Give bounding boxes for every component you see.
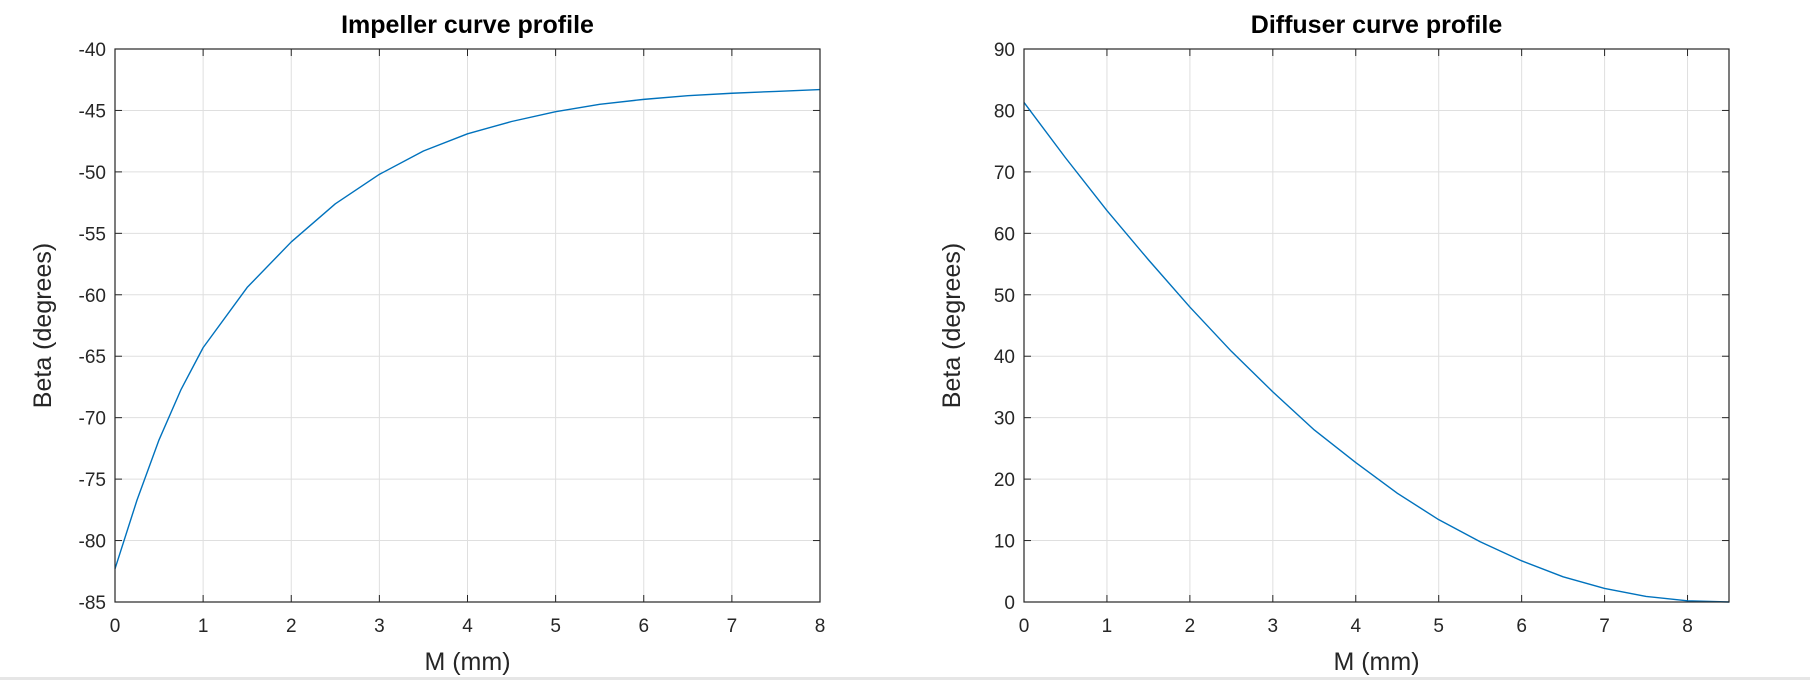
- x-axis-label: M (mm): [1333, 648, 1419, 676]
- y-tick-label: -40: [79, 40, 106, 61]
- y-tick-label: -70: [79, 409, 106, 430]
- x-tick-label: 6: [638, 616, 649, 637]
- series-line: [1023, 102, 1730, 603]
- x-tick-label: 7: [1599, 616, 1610, 637]
- x-tick-label: 8: [1682, 616, 1693, 637]
- y-tick-label: 40: [994, 347, 1015, 368]
- y-tick-label: 20: [994, 470, 1015, 491]
- y-tick-label: -65: [79, 347, 106, 368]
- y-axis-label: Beta (degrees): [29, 243, 57, 408]
- y-tick-label: -80: [79, 532, 106, 553]
- x-tick-label: 2: [1185, 616, 1196, 637]
- y-tick-label: 60: [994, 224, 1015, 245]
- y-tick-label: 30: [994, 409, 1015, 430]
- x-tick-label: 1: [198, 616, 209, 637]
- chart-title: Impeller curve profile: [341, 11, 594, 39]
- y-tick-label: -75: [79, 470, 106, 491]
- y-tick-label: 10: [994, 532, 1015, 553]
- x-tick-label: 4: [462, 616, 473, 637]
- axes-box: [1023, 48, 1730, 603]
- y-tick-label: -50: [79, 163, 106, 184]
- x-tick-label: 3: [374, 616, 385, 637]
- y-tick-label: 80: [994, 101, 1015, 122]
- x-tick-label: 6: [1516, 616, 1527, 637]
- y-tick-label: -60: [79, 286, 106, 307]
- x-tick-label: 4: [1350, 616, 1361, 637]
- x-axis-label: M (mm): [424, 648, 510, 676]
- x-tick-label: 2: [286, 616, 297, 637]
- y-axis-label: Beta (degrees): [938, 243, 966, 408]
- chart-title: Diffuser curve profile: [1251, 11, 1503, 39]
- y-tick-label: 50: [994, 286, 1015, 307]
- axes-box: [114, 48, 821, 603]
- y-tick-label: 0: [1004, 593, 1015, 614]
- y-tick-label: -55: [79, 224, 106, 245]
- y-tick-label: -45: [79, 101, 106, 122]
- x-tick-label: 0: [1019, 616, 1030, 637]
- y-tick-label: 90: [994, 40, 1015, 61]
- chart-panel-1: 0 1 2 3 4 5 6 7 8 -85 -80 -75 -70 -65 -60 -55 -50 -45 -40 M…: [29, 11, 825, 676]
- series-line: [114, 88, 821, 570]
- x-tick-label: 3: [1268, 616, 1279, 637]
- plot-area: [1024, 49, 1729, 602]
- x-tick-label: 8: [815, 616, 826, 637]
- x-tick-label: 0: [110, 616, 121, 637]
- x-tick-label: 5: [550, 616, 561, 637]
- y-tick-label: 70: [994, 163, 1015, 184]
- x-tick-label: 5: [1433, 616, 1444, 637]
- window-bottom-edge: [0, 677, 1810, 680]
- y-tick-label: -85: [79, 593, 106, 614]
- x-tick-label: 7: [727, 616, 738, 637]
- x-tick-label: 1: [1102, 616, 1113, 637]
